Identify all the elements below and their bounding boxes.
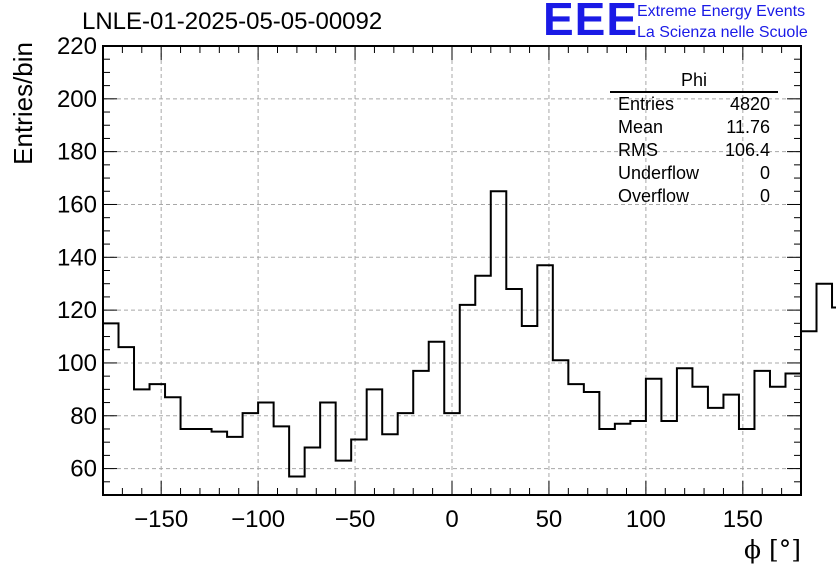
histogram-bin xyxy=(491,191,507,495)
stats-row-mean: Mean 11.76 xyxy=(610,116,778,139)
stats-label: Overflow xyxy=(618,186,690,206)
histogram-bin xyxy=(584,392,600,495)
logo-line-2: La Scienza nelle Scuole xyxy=(637,24,808,41)
histogram-bin xyxy=(754,371,770,495)
histogram-bin xyxy=(258,403,274,495)
histogram-bin xyxy=(103,323,119,495)
histogram-bin xyxy=(243,413,259,495)
histogram-bin xyxy=(630,421,646,495)
histogram-bin xyxy=(599,429,615,495)
stats-row-underflow: Underflow 0 xyxy=(610,162,778,185)
x-tick-label: 150 xyxy=(723,506,763,533)
stats-label: Entries xyxy=(618,94,675,114)
histogram-bin xyxy=(351,440,367,495)
stats-value: 106.4 xyxy=(724,140,770,160)
histogram-bin xyxy=(274,426,290,495)
histogram-bin xyxy=(382,434,398,495)
stats-value: 0 xyxy=(759,186,770,206)
histogram-bin xyxy=(398,413,414,495)
histogram-bin xyxy=(832,307,836,495)
histogram-bin xyxy=(413,371,429,495)
y-tick-label: 180 xyxy=(57,139,97,166)
histogram-bin xyxy=(770,387,786,495)
stats-label: Underflow xyxy=(618,163,700,183)
histogram-bin xyxy=(553,360,569,495)
histogram-bin xyxy=(801,331,817,495)
histogram-bin xyxy=(692,387,708,495)
histogram-bin xyxy=(708,408,724,495)
histogram-bin xyxy=(646,379,662,495)
y-tick-label: 120 xyxy=(57,297,97,324)
histogram-bin xyxy=(615,424,631,495)
histogram-bin xyxy=(336,461,352,495)
histogram-bin xyxy=(677,368,693,495)
stats-value: 4820 xyxy=(729,94,770,114)
x-tick-label: −50 xyxy=(335,506,376,533)
histogram-bin xyxy=(181,429,197,495)
histogram-bin xyxy=(506,289,522,495)
stats-value: 0 xyxy=(759,163,770,183)
stats-name: Phi xyxy=(610,70,778,93)
y-tick-label: 200 xyxy=(57,86,97,113)
stats-row-rms: RMS 106.4 xyxy=(610,139,778,162)
histogram-bin xyxy=(227,437,243,495)
histogram-bin xyxy=(429,342,445,495)
histogram-bin xyxy=(212,432,228,495)
histogram-bin xyxy=(305,447,321,495)
histogram-bin xyxy=(785,374,801,495)
x-tick-label: 100 xyxy=(626,506,666,533)
histogram-bin xyxy=(196,429,212,495)
histogram-bin xyxy=(522,326,538,495)
histogram-bin xyxy=(460,305,476,495)
stats-label: RMS xyxy=(618,140,658,160)
histogram-bin xyxy=(320,403,336,495)
stats-label: Mean xyxy=(618,117,664,137)
y-tick-label: 100 xyxy=(57,350,97,377)
y-tick-label: 60 xyxy=(70,456,97,483)
histogram-bin xyxy=(661,421,677,495)
histogram-bin xyxy=(537,265,553,495)
stats-value: 11.76 xyxy=(726,117,770,137)
histogram-bin xyxy=(475,276,491,495)
stats-row-entries: Entries 4820 xyxy=(610,93,778,116)
y-axis-label: Entries/bin xyxy=(8,42,38,165)
y-tick-label: 220 xyxy=(57,33,97,60)
histogram-series-line xyxy=(103,190,836,478)
histogram-bin xyxy=(134,389,150,495)
histogram-bin xyxy=(165,397,181,495)
stats-box: Phi Entries 4820 Mean 11.76 RMS 106.4 Un… xyxy=(610,70,778,208)
y-tick-label: 80 xyxy=(70,403,97,430)
histogram-bin xyxy=(723,395,739,495)
histogram-bin xyxy=(150,384,166,495)
histogram-bin xyxy=(367,389,383,495)
x-axis-label: ϕ [°] xyxy=(744,535,801,564)
x-tick-label: 0 xyxy=(445,506,458,533)
histogram-bin xyxy=(739,429,755,495)
y-tick-label: 140 xyxy=(57,244,97,271)
histogram-bin xyxy=(119,347,135,495)
histogram-bin xyxy=(568,384,584,495)
histogram-bin xyxy=(817,284,833,495)
x-tick-label: −100 xyxy=(231,506,285,533)
x-tick-label: 50 xyxy=(536,506,563,533)
stats-row-overflow: Overflow 0 xyxy=(610,185,778,208)
chart-title: LNLE-01-2025-05-05-00092 xyxy=(82,8,383,35)
y-tick-label: 160 xyxy=(57,191,97,218)
eee-logo-mark: EEE xyxy=(543,0,639,45)
logo-line-1: Extreme Energy Events xyxy=(637,3,806,20)
x-tick-label: −150 xyxy=(134,506,188,533)
